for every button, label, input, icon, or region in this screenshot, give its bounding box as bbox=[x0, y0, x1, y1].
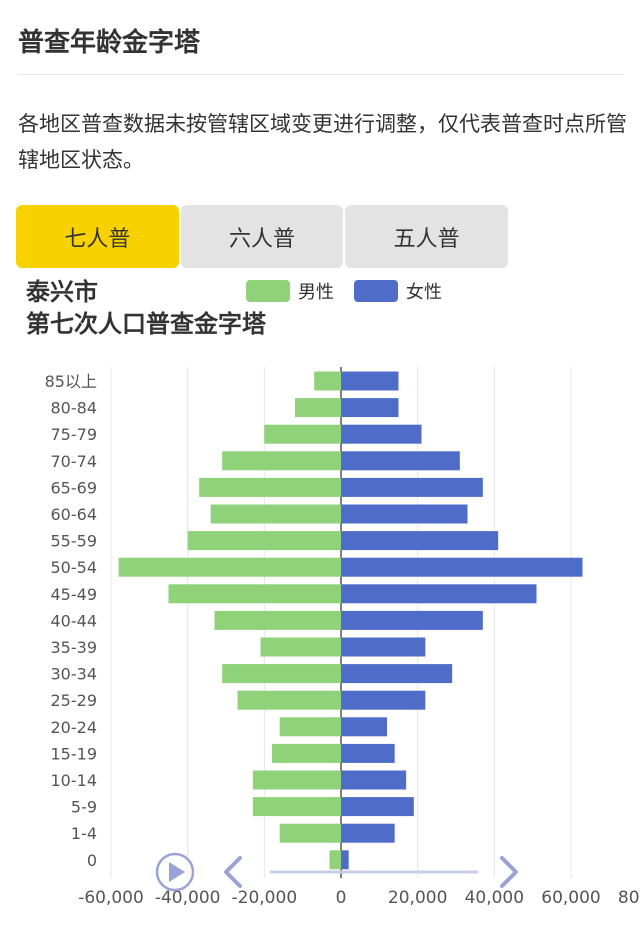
bar-male[interactable] bbox=[279, 823, 341, 843]
y-tick-label: 40-44 bbox=[51, 611, 98, 630]
bar-female[interactable] bbox=[341, 690, 426, 710]
bar-male[interactable] bbox=[187, 531, 341, 551]
bar-female[interactable] bbox=[341, 664, 453, 684]
y-tick-label: 45-49 bbox=[51, 585, 98, 604]
bar-male[interactable] bbox=[222, 664, 341, 684]
bar-male[interactable] bbox=[252, 770, 341, 790]
legend-label-female: 女性 bbox=[406, 282, 442, 303]
previous-arrow-icon[interactable] bbox=[224, 856, 242, 888]
bar-female[interactable] bbox=[341, 504, 468, 524]
x-tick-label: 60,000 bbox=[541, 888, 600, 908]
legend-item-male[interactable]: 男性 bbox=[246, 278, 334, 304]
y-tick-label: 80-84 bbox=[51, 399, 98, 418]
legend-label-male: 男性 bbox=[298, 282, 334, 303]
x-tick-label: -40,000 bbox=[155, 888, 221, 908]
y-tick-label: 70-74 bbox=[51, 452, 98, 471]
y-tick-label: 1-4 bbox=[71, 824, 97, 843]
bar-male[interactable] bbox=[272, 743, 341, 763]
x-tick-label: 40,000 bbox=[465, 888, 524, 908]
y-tick-label: 5-9 bbox=[71, 798, 97, 817]
bar-female[interactable] bbox=[341, 797, 414, 817]
bar-male[interactable] bbox=[118, 557, 342, 577]
x-tick-label: 20,000 bbox=[388, 888, 447, 908]
chart-legend: 男性 女性 bbox=[246, 278, 442, 304]
bar-male[interactable] bbox=[210, 504, 341, 524]
y-tick-label: 20-24 bbox=[51, 718, 98, 737]
bar-female[interactable] bbox=[341, 743, 395, 763]
y-tick-label: 55-59 bbox=[51, 532, 98, 551]
y-tick-label: 0 bbox=[87, 851, 97, 870]
bar-male[interactable] bbox=[237, 690, 342, 710]
bar-male[interactable] bbox=[314, 371, 341, 391]
bar-female[interactable] bbox=[341, 398, 399, 418]
bar-male[interactable] bbox=[295, 398, 341, 418]
y-tick-label: 10-14 bbox=[51, 771, 98, 790]
y-tick-label: 25-29 bbox=[51, 691, 98, 710]
play-button[interactable] bbox=[155, 852, 195, 892]
legend-swatch-male bbox=[246, 280, 290, 302]
bar-male[interactable] bbox=[222, 451, 341, 471]
census-note: 各地区普查数据未按管辖区域变更进行调整，仅代表普查时点所管辖地区状态。 bbox=[18, 112, 627, 172]
chart-title: 泰兴市 第七次人口普查金字塔 bbox=[26, 276, 266, 340]
bar-female[interactable] bbox=[341, 557, 583, 577]
y-tick-label: 35-39 bbox=[51, 638, 98, 657]
y-tick-label: 30-34 bbox=[51, 665, 98, 684]
bar-female[interactable] bbox=[341, 451, 460, 471]
y-tick-label: 65-69 bbox=[51, 478, 98, 497]
bar-male[interactable] bbox=[168, 584, 342, 604]
tab-5th-census[interactable]: 五人普 bbox=[345, 205, 509, 268]
bar-female[interactable] bbox=[341, 637, 426, 657]
axis-labels: 85以上 80-84 75-79 70-74 65-69 60-64 55-59 50-54 4… bbox=[45, 372, 640, 908]
bar-male[interactable] bbox=[279, 717, 341, 737]
y-tick-label: 85以上 bbox=[45, 372, 97, 391]
bar-male[interactable] bbox=[199, 477, 341, 497]
bar-female[interactable] bbox=[341, 371, 399, 391]
chart-title-line2: 第七次人口普查金字塔 bbox=[26, 310, 266, 338]
x-tick-label: 0 bbox=[336, 888, 347, 908]
bar-female[interactable] bbox=[341, 717, 387, 737]
census-tabs: 七人普 六人普 五人普 bbox=[16, 205, 509, 268]
y-tick-label: 60-64 bbox=[51, 505, 98, 524]
bar-male[interactable] bbox=[214, 610, 342, 630]
x-tick-label: 80,000 bbox=[618, 888, 640, 908]
title-divider bbox=[18, 74, 624, 75]
bar-female[interactable] bbox=[341, 610, 483, 630]
bar-male[interactable] bbox=[329, 850, 342, 870]
page-title: 普查年龄金字塔 bbox=[18, 28, 201, 58]
bar-male[interactable] bbox=[260, 637, 342, 657]
y-tick-label: 15-19 bbox=[51, 744, 98, 763]
bars bbox=[118, 371, 583, 870]
y-tick-label: 75-79 bbox=[51, 425, 98, 444]
x-tick-label: -60,000 bbox=[78, 888, 144, 908]
bar-male[interactable] bbox=[252, 797, 341, 817]
bar-female[interactable] bbox=[341, 477, 483, 497]
play-icon bbox=[169, 862, 185, 882]
tab-6th-census[interactable]: 六人普 bbox=[180, 205, 344, 268]
timeline-controls bbox=[155, 852, 518, 892]
legend-item-female[interactable]: 女性 bbox=[354, 278, 442, 304]
bar-female[interactable] bbox=[341, 770, 407, 790]
next-arrow-icon[interactable] bbox=[500, 856, 518, 888]
bar-female[interactable] bbox=[341, 531, 499, 551]
bar-male[interactable] bbox=[264, 424, 341, 444]
bar-female[interactable] bbox=[341, 823, 395, 843]
bar-female[interactable] bbox=[341, 850, 349, 870]
tab-7th-census[interactable]: 七人普 bbox=[16, 205, 179, 268]
chart-title-line1: 泰兴市 bbox=[26, 278, 98, 306]
bar-female[interactable] bbox=[341, 424, 422, 444]
legend-swatch-female bbox=[354, 280, 398, 302]
bar-female[interactable] bbox=[341, 584, 537, 604]
x-tick-label: -20,000 bbox=[232, 888, 298, 908]
y-tick-label: 50-54 bbox=[51, 558, 98, 577]
